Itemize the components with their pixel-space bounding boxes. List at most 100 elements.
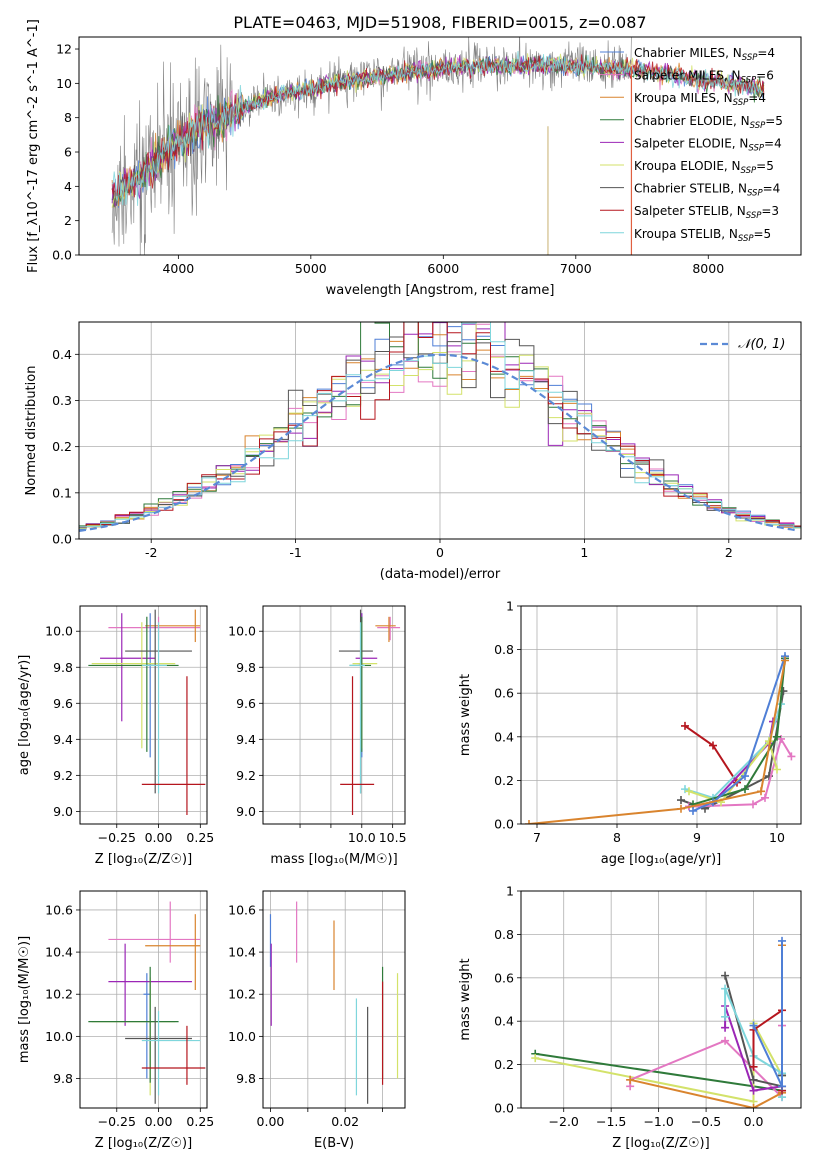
chart-residuals: -2 -1 0 1 2 0.0 0.1 0.2 0.3 0.4 (data-model)/error… [24,321,802,582]
y-axis-label: mass weight [458,674,473,756]
plot-area-mass_vs_Z [88,901,206,1104]
legend-entry-name: Kroupa ELODIE, N [634,159,741,173]
chart-age_vs_Z: −0.25 0.00 0.25 9.0 9.2 9.4 9.6 9.8 10.0 Z [log₁₀… [17,605,214,867]
legend-entry-count: =4 [763,182,781,196]
legend-entry-count: =5 [756,159,774,173]
legend-entry-name: Chabrier STELIB, N [634,182,747,196]
weight-marker-chabrier_elodie [741,785,749,794]
y-tick-label: 9.0 [53,804,73,819]
x-tick-label: -1 [289,545,301,560]
x-tick-label: 0.02 [331,1114,359,1129]
x-axis-label: Z [log₁₀(Z/Z☉)] [95,852,192,867]
plot-frame [79,605,208,825]
weight-marker-chabrier_elodie [773,732,781,741]
weight-marker-chabrier_stelib [749,1075,758,1084]
weight-line-salpeter_stelib [684,725,738,784]
x-tick-label: 2 [725,545,733,560]
y-tick-label: 0.4 [494,1014,514,1029]
y-tick-label: 9.0 [236,804,256,819]
weight-marker-chabrier_miles [741,772,749,781]
x-axis-label: wavelength [Angstrom, rest frame] [326,283,555,298]
legend-entry-subscript: SSP [741,166,757,176]
y-tick-label: 10.0 [228,1029,256,1044]
x-tick-label: 0.25 [186,830,214,845]
chart-layer: 4000 5000 6000 7000 80000.024681012wavelengt… [17,19,802,1151]
y-tick-label: 10.4 [228,945,256,960]
y-axis-label: mass [log₁₀(M/M☉)] [17,936,32,1063]
weight-marker-kroupa_elodie [773,765,781,774]
legend-entry-name: Kroupa STELIB, N [634,227,738,241]
x-tick-label: -2 [145,545,157,560]
y-tick-label: 9.6 [53,696,73,711]
x-tick-label: −1.0 [643,1114,673,1129]
x-tick-label: 8 [613,830,621,845]
weight-marker-kroupa_stelib [721,984,730,993]
legend-entry-subscript: SSP [733,98,749,108]
plot-frame [262,605,406,825]
y-tick-label: 0.2 [494,773,514,788]
chart-mass_vs_Z: −0.25 0.00 0.25 9.8 10.0 10.2 10.4 10.6 Z [log₁₀… [17,890,214,1151]
plot-frame [78,36,802,256]
x-tick-label: −0.25 [98,830,136,845]
legend-entry: 𝒩(0, 1) [738,337,785,352]
x-tick-label: 0.0 [744,1114,764,1129]
legend-entry-count: =4 [757,46,775,60]
plot-area-spectrum [111,37,765,255]
plot-frame [78,321,802,540]
chart-weight_vs_Z: −2.0 −1.5 −1.0 −0.5 0.0 0.0 0.2 0.4 0.6 0.8 1 Z [lo… [458,884,802,1151]
weight-marker-kroupa_elodie [531,1054,540,1063]
y-tick-label: 0.0 [494,817,514,832]
spectrum-legend: Chabrier MILES, NSSP=4 Salpeter MILES, N S… [600,46,783,244]
x-tick-label: 10.5 [379,830,407,845]
weight-marker-kroupa_miles [626,1075,635,1084]
legend-entry-subscript: SSP [750,121,766,131]
x-tick-label: 0 [436,545,444,560]
y-tick-label: 9.2 [236,768,256,783]
legend-entry: Kroupa ELODIE, NSSP=5 [634,159,774,176]
plot-frame [79,890,208,1109]
legend-entry-subscript: SSP [748,143,764,153]
y-tick-label: 10.0 [228,624,256,639]
legend-entry-subscript: SSP [746,211,762,221]
y-tick-label: 0.0 [52,532,72,547]
y-tick-label: 10 [56,76,72,91]
y-tick-label: 8 [64,110,72,125]
y-tick-label: 0.3 [52,393,72,408]
x-tick-label: −2.0 [549,1114,579,1129]
y-tick-label: 4 [64,179,72,194]
weight-marker-chabrier_miles [778,1082,787,1091]
x-tick-label: 10 [769,830,785,845]
y-tick-label: 9.8 [53,660,73,675]
legend-entry-name: Chabrier ELODIE, N [634,114,750,128]
x-tick-label: 9 [693,830,701,845]
legend-entry: Salpeter ELODIE, NSSP=4 [634,136,782,153]
weight-marker-kroupa_miles [749,1104,758,1108]
histogram-kroupa_stelib [79,322,801,529]
legend-entry: Chabrier MILES, NSSP=4 [634,46,775,63]
y-tick-label: 9.8 [236,660,256,675]
y-axis-label: mass weight [458,958,473,1040]
y-tick-label: 1 [506,884,514,899]
weight-marker-kroupa_miles [781,656,789,665]
x-tick-label: 5000 [295,261,327,276]
y-tick-label: 10.0 [45,1029,73,1044]
y-tick-label: 0.4 [494,729,514,744]
y-tick-label: 6 [64,145,72,160]
y-tick-label: 10.6 [228,902,256,917]
weight-marker-chabrier_miles [749,1021,758,1030]
weight-marker-salpeter_miles [761,793,769,802]
weight-marker-chabrier_miles [778,936,787,945]
plot-area-age_vs_mass [338,609,401,815]
y-axis-label: Normed distribution [24,366,39,496]
x-tick-label: 8000 [692,261,724,276]
weight-marker-kroupa_stelib [721,1012,730,1021]
weight-line-kroupa_elodie [688,739,778,804]
gaussian-reference-curve [79,353,799,532]
plot-area-age_vs_Z [88,609,206,815]
plot-area-weight_vs_age [525,652,796,824]
x-axis-label: (data-model)/error [380,567,501,582]
x-tick-label: 0.25 [186,1114,214,1129]
legend-entry-name: Salpeter MILES, N [634,69,741,83]
weight-marker-kroupa_miles [677,804,685,813]
